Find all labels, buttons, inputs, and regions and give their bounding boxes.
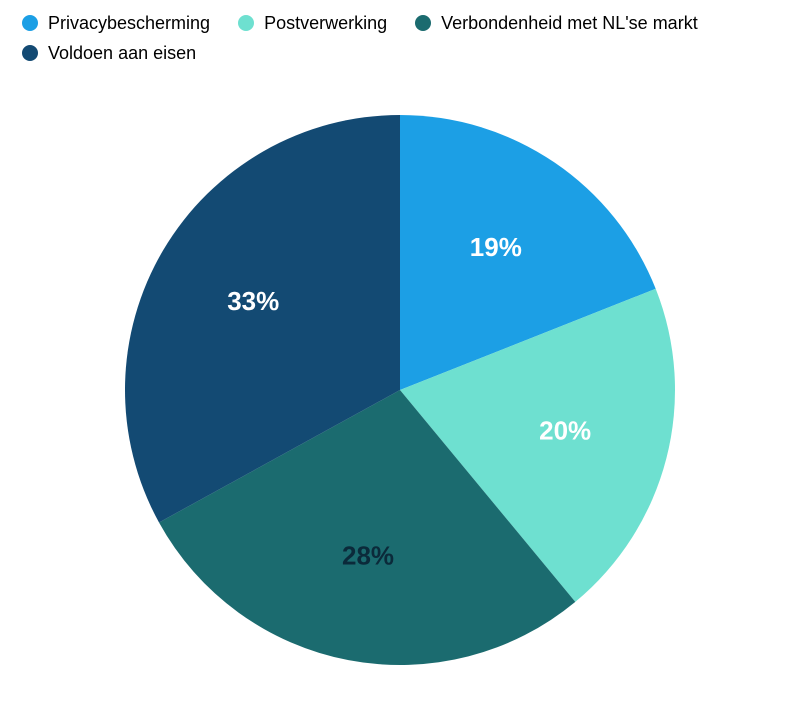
legend-swatch-icon (238, 15, 254, 31)
pie-slice-label: 19% (470, 232, 522, 262)
legend-label: Privacybescherming (48, 12, 210, 34)
legend-item-privacybescherming: Privacybescherming (22, 12, 210, 34)
legend-label: Postverwerking (264, 12, 387, 34)
pie-slice-label: 33% (227, 286, 279, 316)
legend: Privacybescherming Postverwerking Verbon… (22, 12, 778, 64)
pie-slice-label: 20% (539, 415, 591, 445)
legend-item-postverwerking: Postverwerking (238, 12, 387, 34)
chart-container: Privacybescherming Postverwerking Verbon… (0, 0, 800, 709)
legend-label: Verbondenheid met NL'se markt (441, 12, 698, 34)
pie-slice-label: 28% (342, 540, 394, 570)
legend-swatch-icon (415, 15, 431, 31)
legend-swatch-icon (22, 15, 38, 31)
legend-swatch-icon (22, 45, 38, 61)
pie-chart: 19% 20% 28% 33% (0, 60, 800, 709)
legend-item-verbondenheid: Verbondenheid met NL'se markt (415, 12, 698, 34)
